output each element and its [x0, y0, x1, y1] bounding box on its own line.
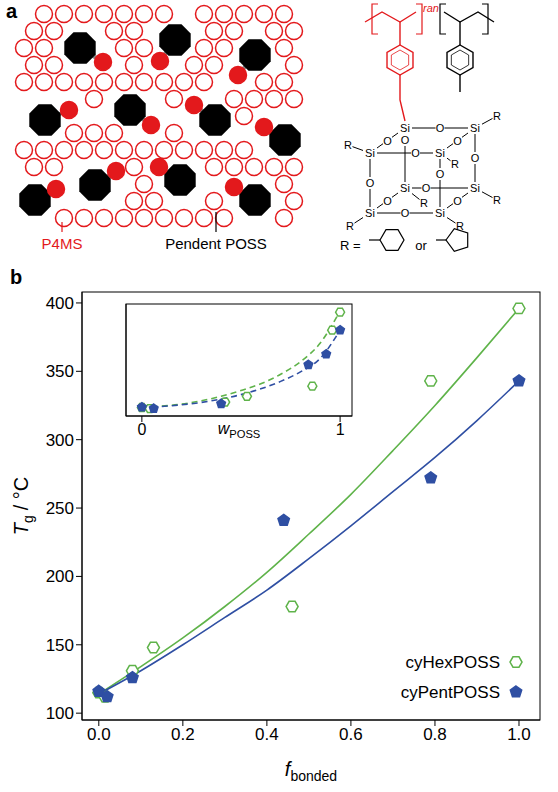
svg-text:R: R	[493, 110, 501, 122]
svg-text:P4MS: P4MS	[42, 235, 83, 252]
svg-text:O: O	[436, 168, 445, 180]
svg-text:a: a	[6, 0, 18, 22]
svg-text:400: 400	[46, 294, 74, 313]
svg-text:1.0: 1.0	[507, 725, 531, 744]
svg-text:ran: ran	[423, 2, 439, 14]
svg-text:Si: Si	[365, 207, 375, 219]
svg-text:O: O	[436, 122, 445, 134]
svg-text:Pendent POSS: Pendent POSS	[165, 235, 267, 252]
svg-text:R: R	[493, 194, 501, 206]
svg-text:R: R	[456, 220, 464, 232]
svg-text:O: O	[383, 135, 392, 147]
svg-text:or: or	[415, 238, 427, 253]
svg-text:O: O	[401, 207, 410, 219]
svg-text:wPOSS: wPOSS	[218, 420, 261, 440]
svg-text:0.8: 0.8	[423, 725, 447, 744]
svg-text:0.4: 0.4	[255, 725, 279, 744]
svg-text:0.0: 0.0	[87, 725, 111, 744]
svg-text:Si: Si	[470, 122, 480, 134]
svg-text:O: O	[411, 147, 420, 159]
svg-text:R: R	[346, 220, 354, 232]
svg-text:100: 100	[46, 704, 74, 723]
svg-text:O: O	[453, 135, 462, 147]
svg-text:O: O	[401, 134, 410, 146]
svg-text:R =: R =	[340, 238, 361, 253]
svg-text:Si: Si	[365, 147, 375, 159]
svg-text:0: 0	[137, 421, 146, 438]
svg-text:fbonded: fbonded	[285, 758, 337, 784]
svg-text:O: O	[366, 177, 375, 189]
svg-text:R: R	[420, 197, 428, 209]
svg-text:R: R	[451, 158, 459, 170]
svg-text:O: O	[422, 182, 431, 194]
svg-text:O: O	[471, 152, 480, 164]
svg-text:1: 1	[336, 421, 345, 438]
svg-text:0.2: 0.2	[171, 725, 195, 744]
svg-text:cyHexPOSS: cyHexPOSS	[406, 653, 500, 672]
svg-text:Tg/ °C: Tg/ °C	[10, 477, 36, 536]
svg-text:250: 250	[46, 499, 74, 518]
svg-text:300: 300	[46, 431, 74, 450]
svg-text:Si: Si	[400, 182, 410, 194]
svg-text:0.6: 0.6	[339, 725, 363, 744]
svg-text:200: 200	[46, 567, 74, 586]
svg-text:Si: Si	[470, 182, 480, 194]
svg-text:R: R	[344, 139, 352, 151]
svg-text:O: O	[383, 195, 392, 207]
svg-text:b: b	[10, 266, 22, 288]
svg-text:Si: Si	[435, 207, 445, 219]
svg-text:350: 350	[46, 362, 74, 381]
svg-text:cyPentPOSS: cyPentPOSS	[401, 683, 500, 702]
svg-text:O: O	[453, 195, 462, 207]
svg-text:Si: Si	[400, 122, 410, 134]
svg-text:Si: Si	[435, 147, 445, 159]
svg-text:150: 150	[46, 636, 74, 655]
